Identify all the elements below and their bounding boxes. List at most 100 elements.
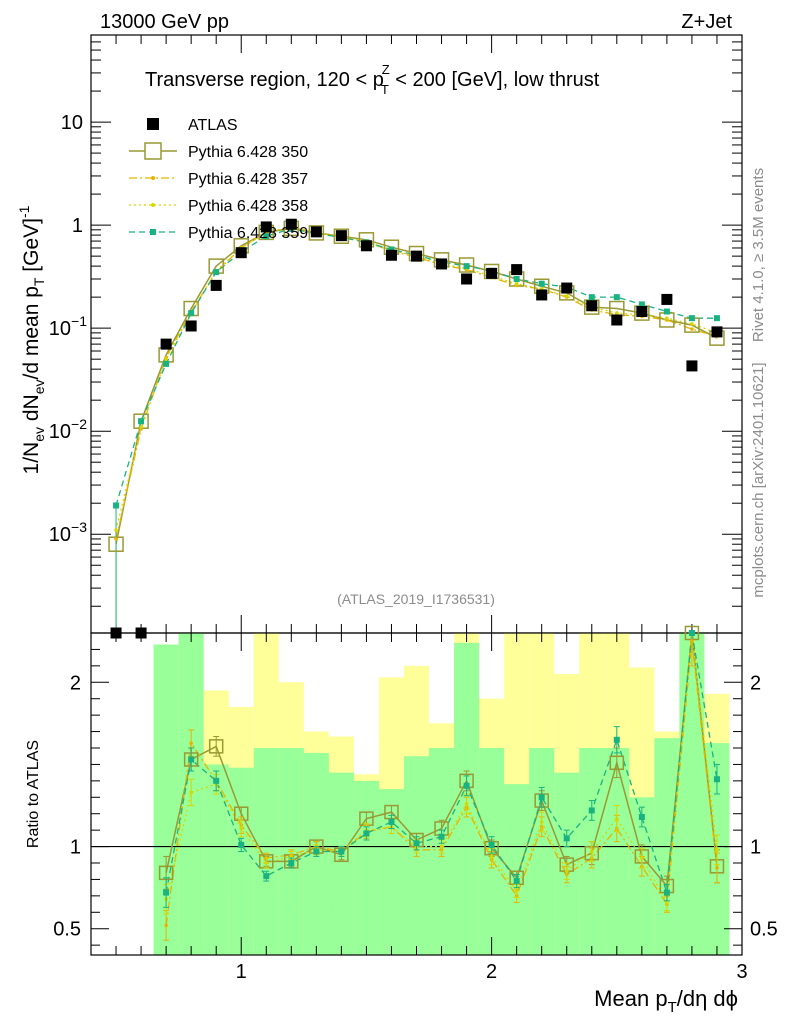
ratio-point-dot — [189, 790, 193, 795]
legend-label: ATLAS — [188, 117, 238, 134]
ratio-point-dot — [239, 826, 244, 831]
mc-point-open-square — [458, 257, 475, 273]
atlas-data-point — [360, 240, 372, 252]
atlas-data-point — [611, 314, 623, 326]
ratio-point-dot — [665, 900, 669, 905]
ratio-point-filled-square — [363, 830, 370, 837]
header-left-label: 13000 GeV pp — [100, 11, 229, 33]
atlas-data-point — [411, 250, 422, 262]
mc-point-filled-square — [113, 502, 120, 509]
header-right-label: Z+Jet — [681, 11, 732, 33]
legend-marker-atlas — [147, 118, 159, 130]
atlas-data-point — [486, 267, 498, 279]
ratio-series-group — [158, 625, 725, 941]
mc-point-filled-square — [263, 233, 270, 240]
main-y-tick-label: 10−3 — [49, 519, 87, 546]
ratio-point-dot — [640, 856, 644, 860]
mc-point-filled-square — [188, 310, 195, 317]
analysis-annotation: (ATLAS_2019_I1736531) — [337, 591, 495, 607]
ratio-point-dot — [464, 802, 469, 806]
main-y-tick-label: 10−2 — [49, 416, 87, 443]
ratio-point-filled-square — [613, 736, 620, 743]
ratio-band-green — [529, 748, 555, 955]
mc-point-dot — [164, 357, 168, 361]
atlas-data-point — [160, 338, 172, 350]
legend-label: Pythia 6.428 357 — [188, 171, 308, 188]
mc-point-filled-square — [388, 246, 395, 253]
atlas-data-point — [436, 258, 448, 270]
atlas-data-point — [185, 320, 197, 332]
ratio-point-dot — [289, 854, 294, 859]
atlas-data-point — [235, 247, 247, 259]
legend-marker-dot — [151, 176, 155, 180]
atlas-data-point — [210, 279, 222, 291]
ratio-point-dot — [690, 639, 694, 644]
ratio-point-filled-square — [238, 841, 245, 848]
ratio-point-filled-square — [263, 873, 270, 880]
mc-line-series-3 — [115, 226, 718, 531]
rivet-version-label: Rivet 4.1.0, ≥ 3.5M events — [750, 168, 767, 342]
ratio-point-filled-square — [713, 776, 720, 783]
ratio-point-open-square — [609, 755, 625, 771]
ratio-point-filled-square — [588, 807, 595, 814]
mc-point-filled-square — [138, 418, 145, 425]
main-axis-ticks: 10−3 10−2 10−1 1 10 — [49, 35, 742, 633]
ratio-band-green — [228, 767, 254, 955]
atlas-data-point — [310, 226, 322, 238]
source-label: mcplots.cern.ch [arXiv:2401.10621] — [750, 362, 767, 597]
mc-point-dot — [114, 537, 118, 541]
ratio-y-tick-label-left: 1 — [70, 837, 81, 859]
ratio-point-filled-square — [513, 878, 520, 885]
ratio-point-filled-square — [438, 833, 445, 840]
ratio-point-filled-square — [288, 860, 295, 866]
atlas-data-point — [511, 264, 523, 276]
ratio-point-dot — [189, 741, 193, 745]
mc-point-dot — [690, 322, 694, 326]
x-tick-label: 1 — [236, 961, 247, 983]
main-y-tick-label: 10−1 — [49, 313, 87, 340]
ratio-uncertainty-bands — [153, 633, 730, 955]
ratio-point-dot — [715, 866, 719, 870]
legend-marker-dot — [151, 203, 155, 207]
ratio-point-filled-square — [463, 782, 470, 789]
ratio-point-filled-square — [413, 840, 420, 847]
mc-point-filled-square — [163, 360, 170, 367]
mc-point-dot — [665, 316, 669, 320]
ratio-point-dot — [514, 889, 519, 893]
atlas-data-point — [461, 273, 473, 285]
ratio-point-filled-square — [638, 814, 645, 820]
atlas-data-point — [536, 289, 548, 301]
ratio-point-open-square — [208, 739, 224, 754]
mc-point-filled-square — [638, 301, 645, 308]
x-tick-label: 3 — [736, 961, 747, 983]
ratio-point-filled-square — [388, 818, 395, 825]
legend-label: Pythia 6.428 359 — [188, 225, 308, 242]
ratio-point-filled-square — [538, 794, 545, 801]
mc-point-filled-square — [688, 315, 695, 322]
ratio-point-filled-square — [688, 630, 695, 636]
ratio-point-dot — [589, 849, 594, 854]
legend-label: Pythia 6.428 358 — [188, 198, 308, 215]
atlas-data-point — [686, 360, 698, 372]
main-y-tick-label: 1 — [72, 215, 83, 237]
ratio-y-tick-label-left: 0.5 — [53, 919, 81, 941]
x-tick-label: 2 — [486, 961, 497, 983]
atlas-data-point — [285, 218, 297, 230]
mc-point-filled-square — [213, 269, 220, 276]
legend-label: Pythia 6.428 350 — [188, 144, 308, 161]
legend-marker-open-square — [144, 142, 162, 160]
ratio-y-tick-label-right: 1 — [750, 837, 761, 859]
mc-line-series-2 — [115, 226, 718, 540]
ratio-point-dot — [164, 923, 168, 928]
ratio-band-green — [353, 780, 379, 955]
ratio-point-filled-square — [338, 848, 345, 855]
main-y-axis-label: 1/Nev dNev/d mean pT [GeV]-1 — [16, 205, 47, 474]
mc-point-dot — [690, 327, 694, 331]
main-title: Transverse region, 120 < pTZ < 200 [GeV]… — [145, 62, 600, 97]
mc-line-series-4 — [115, 228, 717, 506]
main-series-group — [108, 218, 725, 639]
mc-point-dot — [564, 294, 569, 298]
ratio-point-dot — [715, 848, 719, 852]
ratio-band-green — [679, 633, 705, 955]
legend: ATLAS Pythia 6.428 350 Pythia 6.428 357 Pyt… — [129, 117, 308, 242]
